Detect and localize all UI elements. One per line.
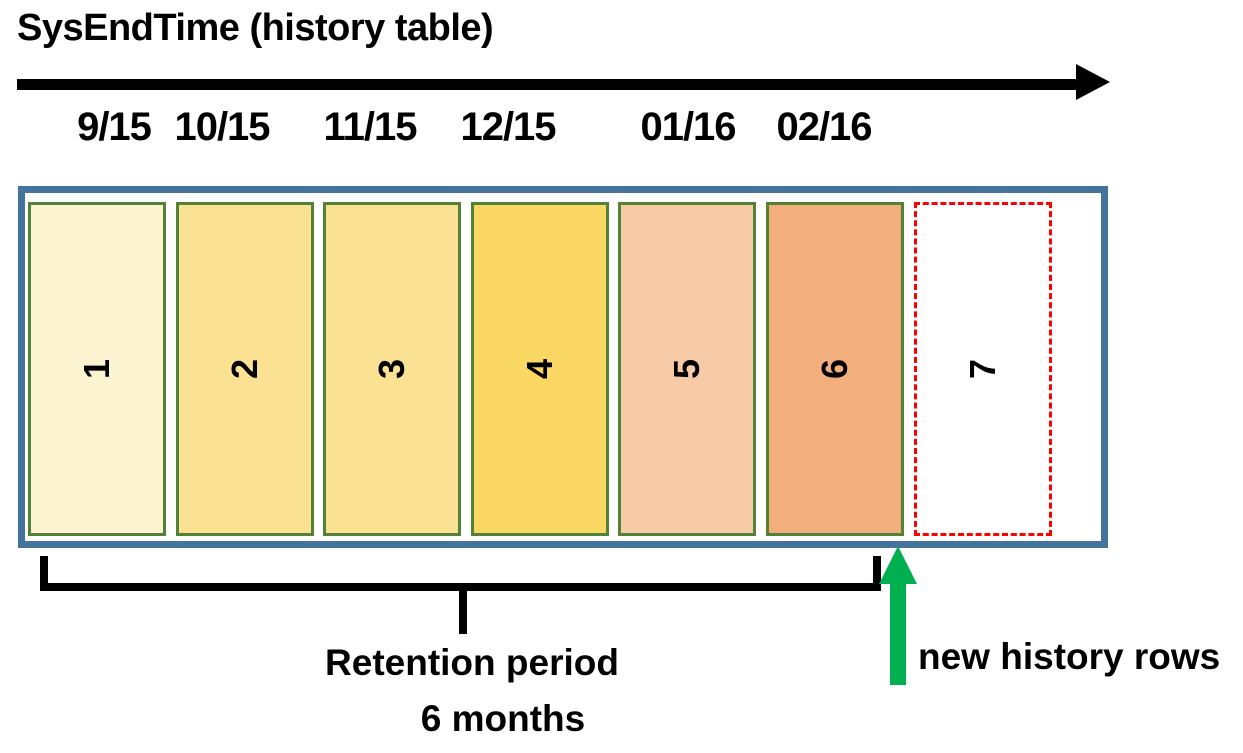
date-label: 11/15	[323, 105, 418, 149]
retention-bracket-right-tick	[873, 556, 881, 591]
new-rows-arrowhead-icon	[879, 546, 917, 584]
partition-number: 3	[371, 358, 413, 380]
partition-number: 5	[666, 358, 708, 380]
partition-2: 2	[175, 202, 314, 536]
page-title: SysEndTime (history table)	[17, 7, 494, 49]
partition-number: 4	[518, 358, 560, 380]
partition-4: 4	[470, 202, 609, 536]
partition-5: 5	[618, 202, 757, 536]
timeline-arrowhead-icon	[1076, 64, 1110, 100]
retention-period-label: Retention period	[325, 642, 619, 683]
retention-bracket-left-tick	[40, 556, 48, 591]
partition-number: 7	[961, 358, 1003, 380]
new-history-rows-label: new history rows	[918, 636, 1221, 677]
date-label: 9/15	[77, 105, 152, 149]
partition-3: 3	[323, 202, 462, 536]
partition-number: 1	[76, 358, 117, 380]
retention-months-label: 6 months	[420, 698, 586, 739]
new-rows-arrow-stem	[890, 582, 906, 685]
date-label: 01/16	[640, 105, 736, 149]
partition-6: 6	[766, 202, 904, 536]
partition-1: 1	[28, 202, 166, 536]
date-label: 02/16	[776, 105, 872, 149]
date-label: 12/15	[460, 105, 556, 149]
partition-number: 6	[814, 358, 855, 380]
date-label: 10/15	[174, 105, 270, 149]
retention-bracket-center-tick	[459, 583, 467, 634]
partition-7: 7	[913, 202, 1052, 536]
partition-number: 2	[223, 358, 265, 380]
timeline-arrow-line	[17, 79, 1079, 90]
